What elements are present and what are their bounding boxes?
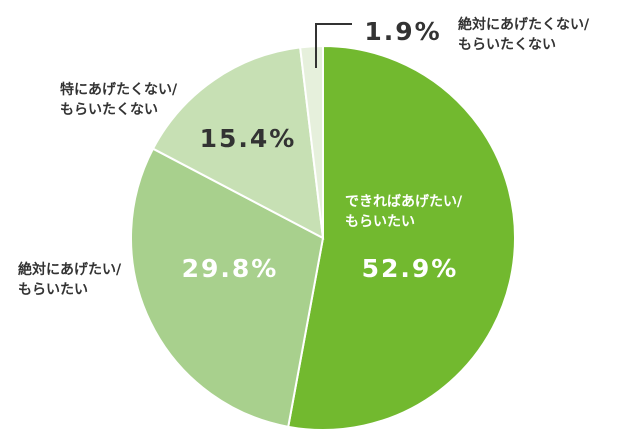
pie-slice [151, 46, 325, 240]
category-line: 絶対にあげたい/ [18, 261, 122, 278]
pie-slice [299, 44, 324, 239]
value-label: 1.9% [364, 17, 441, 46]
value-label: 29.8% [182, 254, 279, 283]
category-line: もらいたい [345, 214, 415, 230]
leader-line [315, 23, 352, 68]
value-label: 15.4% [200, 124, 297, 153]
category-label: できればあげたい/もらいたい [345, 194, 463, 230]
category-label: 特にあげたくない/もらいたくない [60, 81, 178, 118]
category-line: できればあげたい/ [345, 194, 463, 210]
pie-slice [287, 44, 516, 431]
pie-slice [130, 147, 325, 428]
category-line: もらいたくない [458, 37, 556, 53]
category-line: もらいたい [18, 282, 88, 298]
category-line: 絶対にあげたくない/ [458, 16, 590, 33]
value-label: 52.9% [362, 254, 459, 283]
category-label: 絶対にあげたくない/もらいたくない [458, 16, 590, 53]
category-line: もらいたくない [60, 102, 158, 118]
category-line: 特にあげたくない/ [60, 81, 178, 98]
category-label: 絶対にあげたい/もらいたい [18, 261, 122, 298]
